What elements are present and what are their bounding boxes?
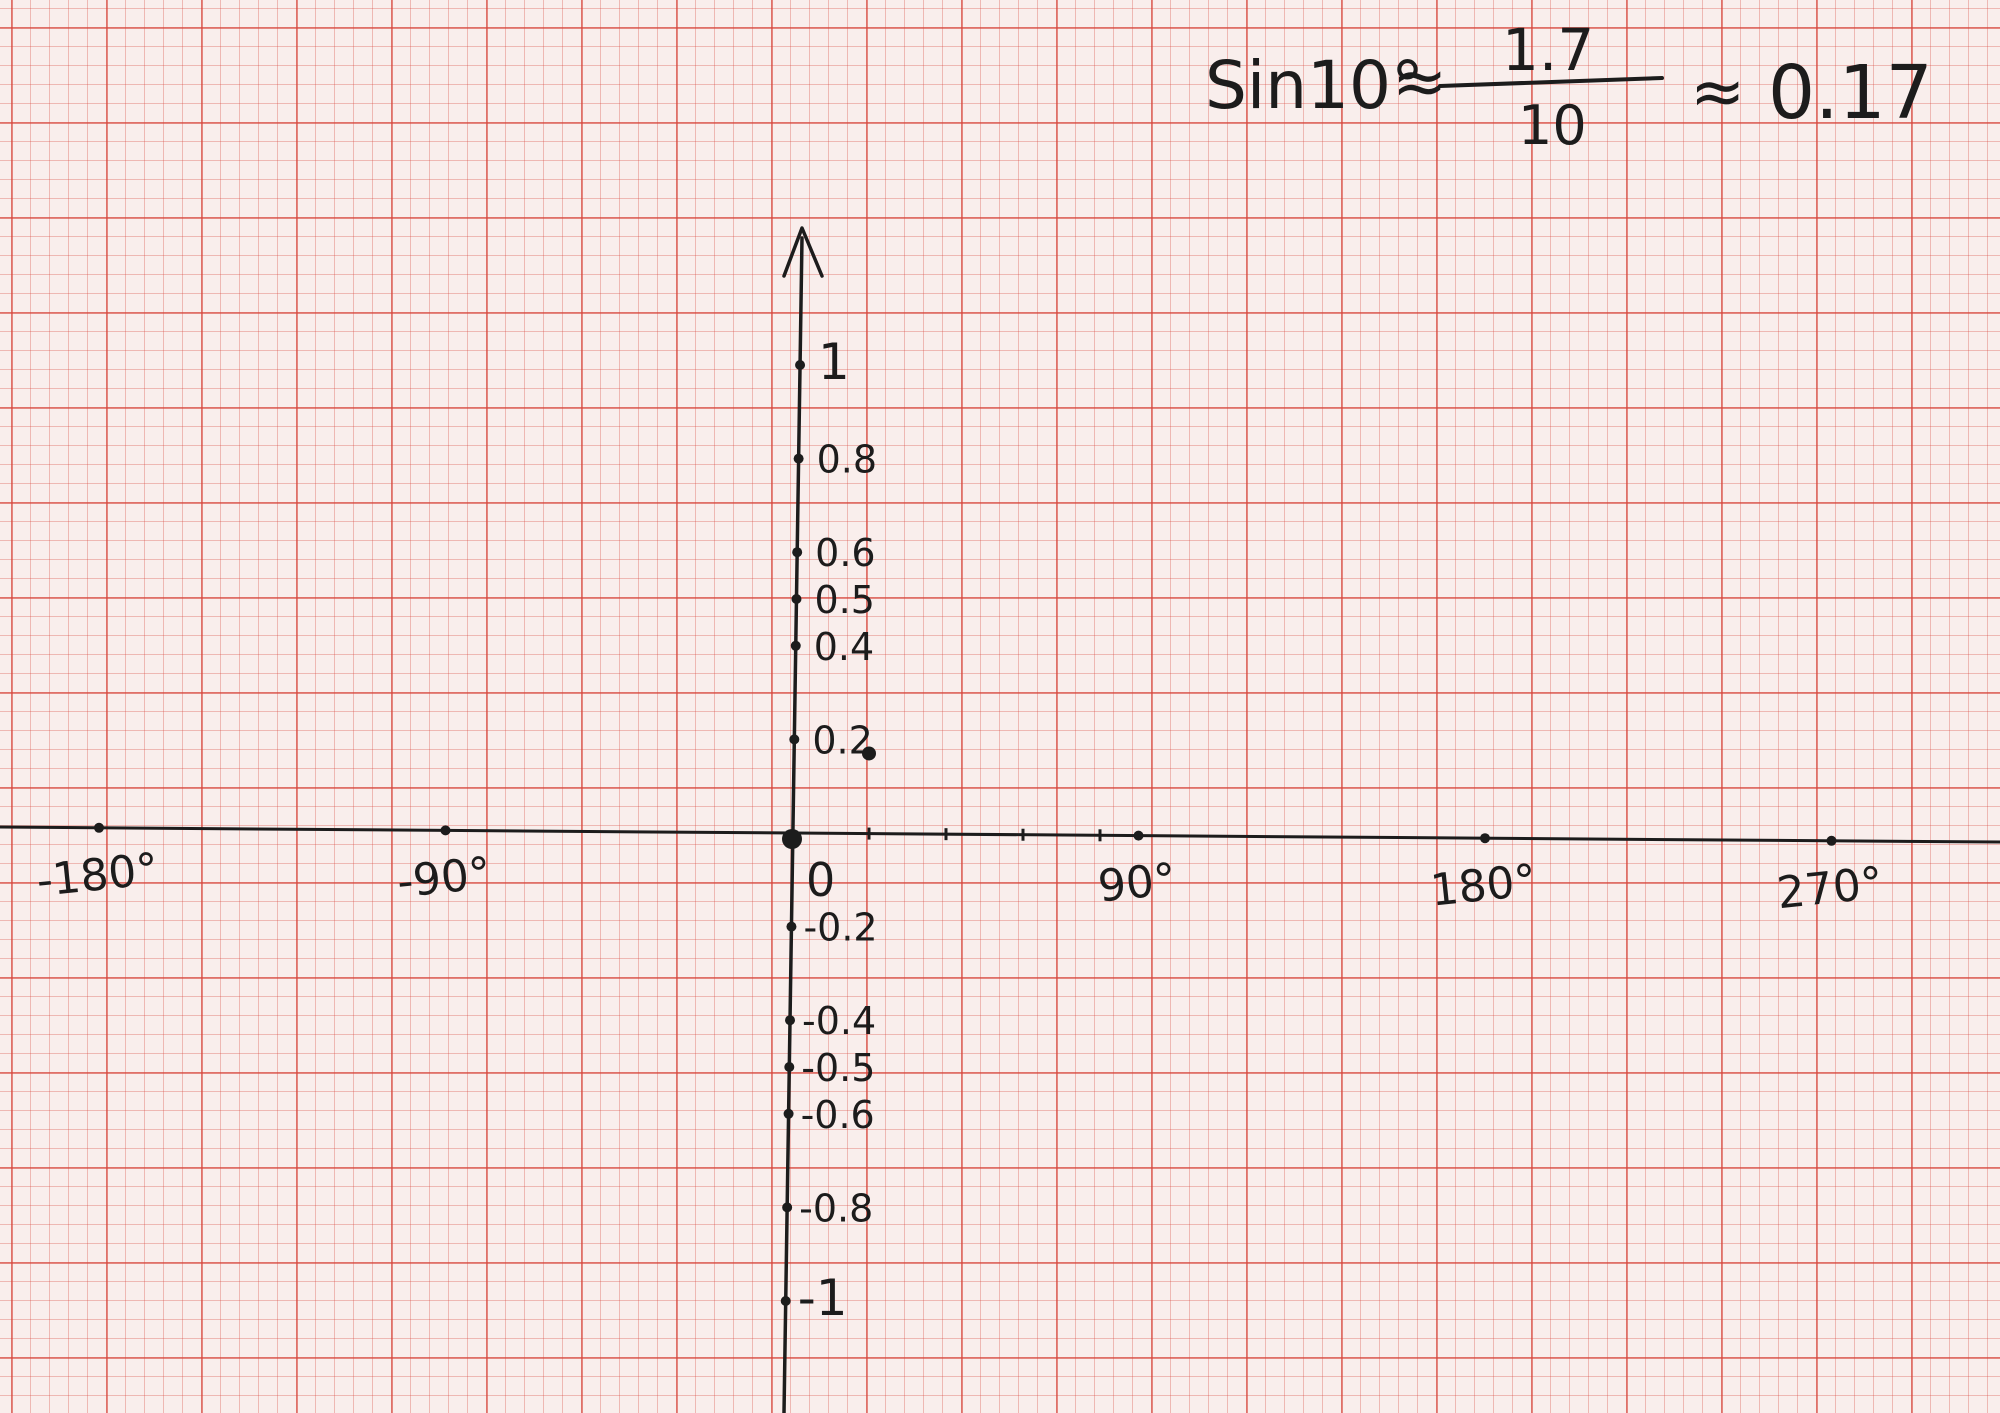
y-tick-mark [789,734,800,745]
y-tick-label: -0.6 [801,1093,875,1137]
y-tick-label: 1 [818,333,850,391]
y-tick-label: 0.6 [815,531,875,575]
y-tick-label: -0.2 [803,906,877,950]
y-tick-mark [795,360,806,370]
x-tick-label: -90° [395,848,494,909]
fraction-bar [1438,76,1664,88]
y-axis [782,236,804,1413]
y-tick-mark [782,1202,793,1213]
formula-denominator: 10 [1518,94,1587,157]
y-tick-label: 0.8 [817,438,877,482]
formula-approx-2: ≈ [1690,53,1745,130]
x-tick-mark [440,825,451,836]
y-tick-mark [784,1062,795,1072]
y-ticks: 10.80.60.50.40.2-0.2-0.4-0.5-0.6-0.8-1 [780,333,878,1327]
origin-label: 0 [806,853,835,907]
y-tick-label: 0.5 [814,578,874,622]
x-axis [0,825,2000,844]
y-axis-arrowhead [782,226,824,278]
y-tick-label: -0.5 [801,1046,875,1090]
y-tick-label: 0.4 [814,625,874,669]
formula-result: 0.17 [1768,50,1933,136]
data-point [782,829,802,849]
y-tick-mark [783,1108,794,1119]
x-ticks: -180° -90° 90° 180° 270° [34,822,1886,919]
x-tick-label: 180° [1428,855,1539,917]
formula-lhs: Sin10° [1205,47,1424,124]
y-tick-mark [791,594,802,604]
y-tick-mark [793,453,804,464]
formula-numerator: 1.7 [1502,16,1594,84]
x-tick-label: 90° [1096,854,1179,913]
y-tick-label: -0.4 [802,999,876,1043]
y-tick-label: -1 [798,1269,848,1327]
x-tick-mark [1826,835,1837,846]
sine-formula: Sin10° ≈ 1.7 10 ≈ 0.17 [1205,16,1933,157]
plotted-points [782,746,876,849]
y-tick-label: -0.8 [799,1186,873,1230]
y-tick-mark [790,640,801,651]
y-tick-mark [792,547,803,558]
x-tick-label: -180° [34,844,161,907]
x-tick-mark [94,822,104,833]
x-tick-mark [1133,830,1144,841]
formula-approx-1: ≈ [1392,43,1447,120]
y-tick-mark [780,1296,791,1306]
axes [0,226,2000,1413]
y-tick-mark [785,1015,796,1026]
x-tick-label: 270° [1775,857,1886,919]
x-tick-mark [1480,833,1490,844]
y-tick-mark [786,921,797,932]
data-point [862,746,876,761]
